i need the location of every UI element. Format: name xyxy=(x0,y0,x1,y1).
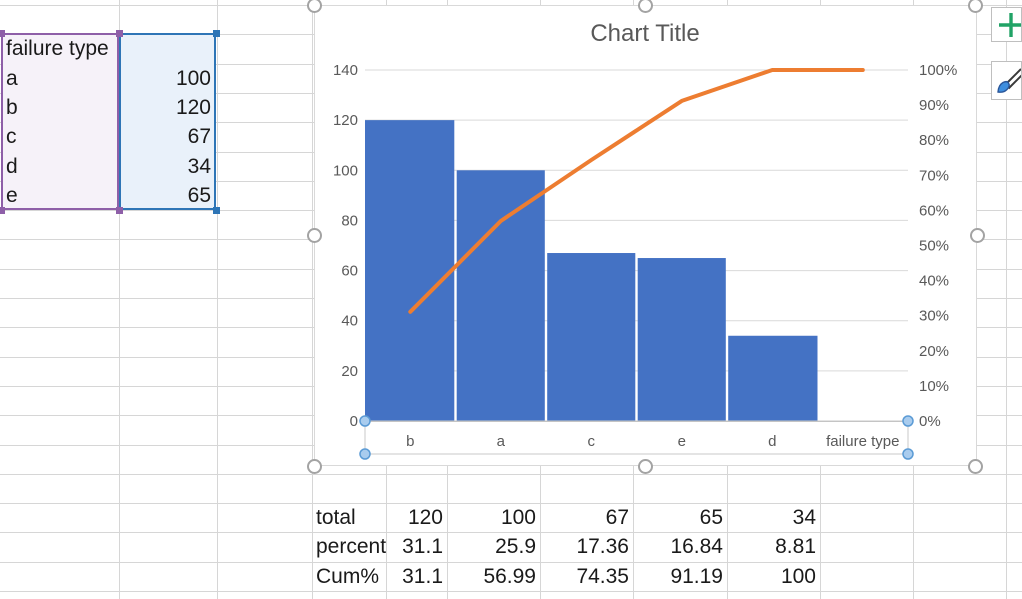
summary-value-cell[interactable]: 25.9 xyxy=(495,535,536,559)
summary-row-label[interactable]: percent xyxy=(316,535,387,559)
right-axis-tick: 90% xyxy=(919,97,949,114)
summary-value-cell[interactable]: 120 xyxy=(407,506,443,530)
summary-value-cell[interactable]: 16.84 xyxy=(670,535,723,559)
x-axis-label[interactable]: b xyxy=(406,433,414,450)
grid-column-line xyxy=(312,0,313,599)
grid-row-line xyxy=(0,591,1022,592)
pareto-chart[interactable]: 0 20 40 60 80 100 120 140 0% 10% 20% 30% 40% 50% 60% 70… xyxy=(314,5,977,466)
category-range-highlight[interactable] xyxy=(1,33,119,210)
bar-d[interactable] xyxy=(728,335,818,421)
cell-category-value[interactable]: 120 xyxy=(175,95,211,119)
left-axis-tick: 20 xyxy=(341,363,358,380)
axis-selection-handle[interactable] xyxy=(359,415,371,427)
summary-value-cell[interactable]: 91.19 xyxy=(670,564,723,588)
summary-value-cell[interactable]: 8.81 xyxy=(775,535,816,559)
summary-value-cell[interactable]: 100 xyxy=(500,506,536,530)
right-axis-tick: 100% xyxy=(919,62,957,79)
left-axis-tick: 80 xyxy=(341,212,358,229)
grid-row-line xyxy=(0,473,1022,475)
cell-category-value[interactable]: 100 xyxy=(175,66,211,90)
chart-resize-handle[interactable] xyxy=(306,458,322,474)
summary-value-cell[interactable]: 74.35 xyxy=(576,564,629,588)
summary-value-cell[interactable]: 34 xyxy=(792,506,816,530)
cumulative-line[interactable] xyxy=(408,68,865,314)
paintbrush-icon xyxy=(997,67,1021,93)
left-axis-tick: 60 xyxy=(341,263,358,280)
summary-value-cell[interactable]: 67 xyxy=(605,506,629,530)
right-axis-tick: 40% xyxy=(919,273,949,290)
cell-category-value[interactable]: 65 xyxy=(187,183,211,207)
right-axis-tick: 80% xyxy=(919,132,949,149)
cell-category-label[interactable]: d xyxy=(6,154,18,178)
chart-resize-handle[interactable] xyxy=(637,458,653,474)
range-handle[interactable] xyxy=(0,29,5,37)
value-range-highlight[interactable] xyxy=(119,33,216,210)
cell-category-label[interactable]: c xyxy=(6,125,17,149)
bar-a[interactable] xyxy=(456,170,545,421)
summary-value-cell[interactable]: 56.99 xyxy=(483,564,536,588)
chart-title[interactable]: Chart Title xyxy=(590,20,699,47)
left-axis-tick: 140 xyxy=(333,62,358,79)
left-axis-tick: 100 xyxy=(333,162,358,179)
x-axis-label[interactable]: c xyxy=(588,433,596,450)
chart-resize-handle[interactable] xyxy=(967,458,983,474)
range-handle[interactable] xyxy=(212,29,220,37)
grid-column-line xyxy=(119,0,120,599)
grid-row-line xyxy=(0,561,1022,563)
range-handle[interactable] xyxy=(115,29,123,37)
summary-value-cell[interactable]: 31.1 xyxy=(402,535,443,559)
left-axis-tick: 40 xyxy=(341,313,358,330)
cell-category-label[interactable]: a xyxy=(6,66,18,90)
right-axis-tick: 0% xyxy=(919,413,941,430)
range-handle[interactable] xyxy=(115,206,123,214)
right-axis-tick: 70% xyxy=(919,167,949,184)
x-axis-label[interactable]: d xyxy=(768,433,776,450)
x-axis-label[interactable]: a xyxy=(497,433,506,450)
cell-category-value[interactable]: 34 xyxy=(187,154,211,178)
chart-resize-handle[interactable] xyxy=(969,227,985,243)
chart-styles-button[interactable] xyxy=(991,61,1022,100)
chart-resize-handle[interactable] xyxy=(306,0,322,13)
x-axis-title[interactable]: failure type xyxy=(826,433,899,450)
bar-b[interactable] xyxy=(365,120,455,422)
bar-e[interactable] xyxy=(637,258,726,421)
summary-value-cell[interactable]: 31.1 xyxy=(402,564,443,588)
right-axis-tick: 60% xyxy=(919,202,949,219)
summary-value-cell[interactable]: 65 xyxy=(699,506,723,530)
summary-value-cell[interactable]: 100 xyxy=(780,564,816,588)
right-axis-tick: 10% xyxy=(919,378,949,395)
right-axis-tick: 50% xyxy=(919,238,949,255)
cell-category-label[interactable]: e xyxy=(6,183,18,207)
chart-resize-handle[interactable] xyxy=(306,227,322,243)
chart-resize-handle[interactable] xyxy=(967,0,983,13)
grid-row-line xyxy=(0,503,1022,505)
right-axis-tick: 30% xyxy=(919,308,949,325)
summary-row-label[interactable]: Cum% xyxy=(316,564,380,588)
plus-icon xyxy=(999,12,1021,37)
x-axis-label[interactable]: e xyxy=(678,433,686,450)
axis-selection-handle[interactable] xyxy=(359,448,371,460)
range-handle[interactable] xyxy=(212,206,220,214)
left-axis-tick: 120 xyxy=(333,112,358,129)
grid-column-line xyxy=(217,0,218,599)
axis-selection-box xyxy=(364,420,909,455)
chart-elements-button[interactable] xyxy=(991,7,1022,42)
right-axis-tick: 20% xyxy=(919,343,949,360)
range-handle[interactable] xyxy=(0,206,5,214)
axis-selection-handle[interactable] xyxy=(902,415,914,427)
chart-resize-handle[interactable] xyxy=(637,0,653,13)
cell-category-label[interactable]: b xyxy=(6,95,18,119)
cell-failure-type-header[interactable]: failure type xyxy=(6,37,109,61)
summary-row-label[interactable]: total xyxy=(316,506,356,530)
cell-category-value[interactable]: 67 xyxy=(187,125,211,149)
axis-selection-handle[interactable] xyxy=(902,448,914,460)
bar-c[interactable] xyxy=(547,253,636,421)
summary-value-cell[interactable]: 17.36 xyxy=(576,535,629,559)
grid-column-line xyxy=(1006,0,1007,599)
grid-row-line xyxy=(0,532,1022,534)
left-axis-tick: 0 xyxy=(350,413,358,430)
